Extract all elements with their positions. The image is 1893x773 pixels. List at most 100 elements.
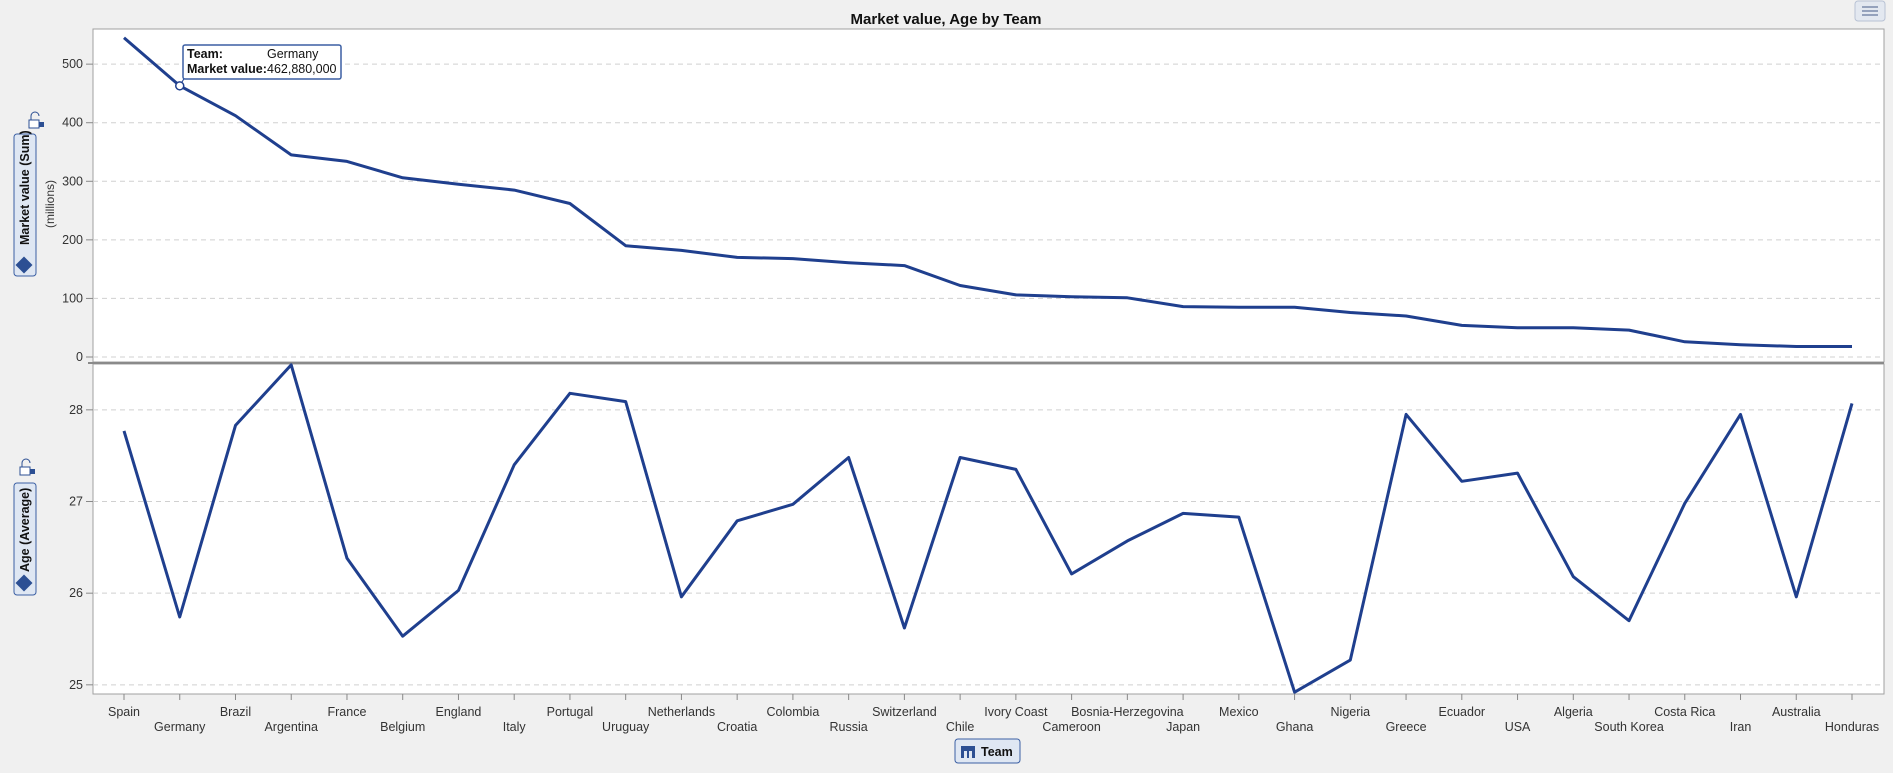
series-line-age[interactable] xyxy=(122,363,1854,694)
data-point-age[interactable] xyxy=(1344,654,1356,666)
data-point-age[interactable] xyxy=(731,515,743,527)
x-tick-label: Brazil xyxy=(220,705,251,719)
x-tick-label: Mexico xyxy=(1219,705,1259,719)
x-tick-label: England xyxy=(436,705,482,719)
x-tick-label: Honduras xyxy=(1825,720,1879,734)
y-tick-labels: 0 100 200 300 400 500 25 26 27 28 xyxy=(62,57,93,692)
data-point-market[interactable] xyxy=(1344,306,1356,318)
data-point-market[interactable] xyxy=(954,280,966,292)
data-point-age[interactable] xyxy=(1456,475,1468,487)
y-tick-label-market: 500 xyxy=(62,57,83,71)
x-tick-label: Italy xyxy=(503,720,527,734)
data-point-age[interactable] xyxy=(397,630,409,642)
data-point-market[interactable] xyxy=(1735,339,1747,351)
data-point-market[interactable] xyxy=(1121,292,1133,304)
data-point-market[interactable] xyxy=(1846,340,1858,352)
data-point-age[interactable] xyxy=(1233,511,1245,523)
x-tick-label: Ghana xyxy=(1276,720,1314,734)
x-tick-label: France xyxy=(328,705,367,719)
data-point-age[interactable] xyxy=(1735,408,1747,420)
data-point-age[interactable] xyxy=(620,396,632,408)
x-axis-label-button[interactable]: Team xyxy=(954,738,1021,764)
x-tick-labels: Spain Germany Brazil Argentina France Belgium… xyxy=(108,694,1879,734)
data-point-market[interactable] xyxy=(285,149,297,161)
data-point-age[interactable] xyxy=(1512,467,1524,479)
data-point-age[interactable] xyxy=(1289,686,1301,698)
data-point-market[interactable] xyxy=(1066,291,1078,303)
data-point-market[interactable] xyxy=(1623,324,1635,336)
data-point-age[interactable] xyxy=(787,498,799,510)
data-point-market[interactable] xyxy=(1289,301,1301,313)
y-tick-label-market: 300 xyxy=(62,174,83,188)
series-lines xyxy=(118,32,1858,698)
data-point-market[interactable] xyxy=(1456,319,1468,331)
x-tick-label: Bosnia-Herzegovina xyxy=(1071,705,1184,719)
data-point-age[interactable] xyxy=(1121,535,1133,547)
y-axis-label-market[interactable]: Market value (Sum) xyxy=(13,130,37,277)
y-axis-label-age[interactable]: Age (Average) xyxy=(13,482,37,596)
data-point-market[interactable] xyxy=(787,253,799,265)
y-axis-label-age-text: Age (Average) xyxy=(18,488,32,572)
data-point-age[interactable] xyxy=(843,452,855,464)
data-point-market[interactable] xyxy=(341,155,353,167)
data-point-market[interactable] xyxy=(731,251,743,263)
measure-icon xyxy=(15,574,33,592)
data-point-age[interactable] xyxy=(1623,615,1635,627)
series-line-market[interactable] xyxy=(123,36,1852,348)
data-point-age[interactable] xyxy=(1679,497,1691,509)
data-point-market[interactable] xyxy=(564,198,576,210)
data-point-age[interactable] xyxy=(898,622,910,634)
data-point-market[interactable] xyxy=(452,178,464,190)
data-point-age[interactable] xyxy=(1066,568,1078,580)
x-tick-label: Argentina xyxy=(264,720,318,734)
data-point-age[interactable] xyxy=(1846,397,1858,409)
data-point-market[interactable] xyxy=(118,32,130,44)
data-point-age[interactable] xyxy=(1567,571,1579,583)
tooltip-marker[interactable] xyxy=(174,81,185,91)
data-point-market[interactable] xyxy=(1010,289,1022,301)
data-point-age[interactable] xyxy=(229,419,241,431)
x-tick-label: Switzerland xyxy=(872,705,937,719)
data-point-age[interactable] xyxy=(1177,507,1189,519)
data-point-market[interactable] xyxy=(508,184,520,196)
data-point-market[interactable] xyxy=(1679,336,1691,348)
x-tick-label: Netherlands xyxy=(648,705,715,719)
data-point-market[interactable] xyxy=(1400,310,1412,322)
x-tick-label: Greece xyxy=(1386,720,1427,734)
data-point-market[interactable] xyxy=(229,110,241,122)
data-point-market[interactable] xyxy=(1790,340,1802,352)
data-point-market[interactable] xyxy=(1177,301,1189,313)
data-point-market[interactable] xyxy=(1233,301,1245,313)
data-point-age[interactable] xyxy=(564,387,576,399)
data-point-age[interactable] xyxy=(1790,591,1802,603)
plot-area-age xyxy=(92,363,1885,695)
data-point-age[interactable] xyxy=(675,591,687,603)
data-point-age[interactable] xyxy=(174,611,186,623)
data-point-market[interactable] xyxy=(675,244,687,256)
data-point-age[interactable] xyxy=(1010,463,1022,475)
data-point-market[interactable] xyxy=(1512,322,1524,334)
data-point-market[interactable] xyxy=(620,240,632,252)
x-tick-label: South Korea xyxy=(1594,720,1664,734)
data-point-age[interactable] xyxy=(285,359,297,371)
tooltip-value-key: Market value: xyxy=(187,62,267,76)
data-point-market[interactable] xyxy=(397,172,409,184)
data-point-age[interactable] xyxy=(1400,408,1412,420)
x-tick-label: Iran xyxy=(1730,720,1752,734)
data-point-age[interactable] xyxy=(508,459,520,471)
y-axis-unit-market: (millions) xyxy=(43,180,57,228)
data-point-age[interactable] xyxy=(954,452,966,464)
x-tick-label: Algeria xyxy=(1554,705,1593,719)
y-tick-label-market: 0 xyxy=(76,350,83,364)
data-point-market[interactable] xyxy=(1567,322,1579,334)
data-point-age[interactable] xyxy=(341,552,353,564)
data-point-age[interactable] xyxy=(452,584,464,596)
data-point-market[interactable] xyxy=(843,257,855,269)
tooltip-team-value: Germany xyxy=(267,47,319,61)
lock-icon-age[interactable] xyxy=(19,458,35,476)
data-point-age[interactable] xyxy=(118,425,130,437)
menu-icon[interactable] xyxy=(1854,0,1886,22)
data-point-market[interactable] xyxy=(898,260,910,272)
lock-icon-market[interactable] xyxy=(28,111,44,129)
